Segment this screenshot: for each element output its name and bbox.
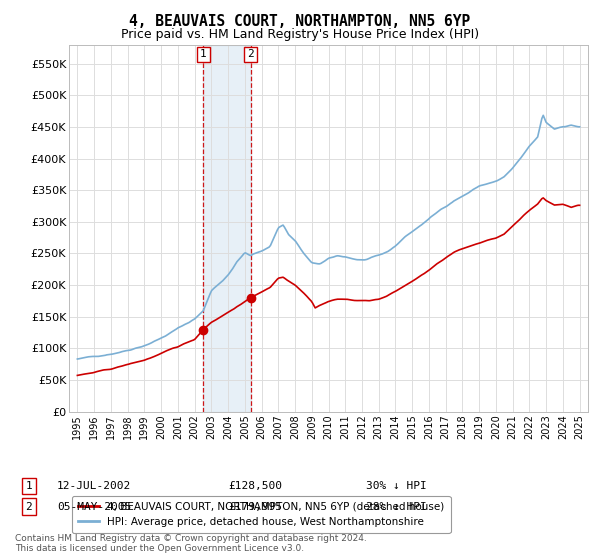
Text: 05-MAY-2005: 05-MAY-2005 xyxy=(57,502,131,512)
Text: 28% ↓ HPI: 28% ↓ HPI xyxy=(366,502,427,512)
Text: 2: 2 xyxy=(247,49,254,59)
Text: Price paid vs. HM Land Registry's House Price Index (HPI): Price paid vs. HM Land Registry's House … xyxy=(121,28,479,41)
Text: £128,500: £128,500 xyxy=(228,481,282,491)
Text: 4, BEAUVAIS COURT, NORTHAMPTON, NN5 6YP: 4, BEAUVAIS COURT, NORTHAMPTON, NN5 6YP xyxy=(130,14,470,29)
Text: 1: 1 xyxy=(25,481,32,491)
Text: 1: 1 xyxy=(200,49,207,59)
Bar xyxy=(203,45,251,412)
Text: 2: 2 xyxy=(25,502,32,512)
Text: 30% ↓ HPI: 30% ↓ HPI xyxy=(366,481,427,491)
Legend: 4, BEAUVAIS COURT, NORTHAMPTON, NN5 6YP (detached house), HPI: Average price, de: 4, BEAUVAIS COURT, NORTHAMPTON, NN5 6YP … xyxy=(71,496,451,533)
Text: 12-JUL-2002: 12-JUL-2002 xyxy=(57,481,131,491)
Text: £179,995: £179,995 xyxy=(228,502,282,512)
Text: Contains HM Land Registry data © Crown copyright and database right 2024.
This d: Contains HM Land Registry data © Crown c… xyxy=(15,534,367,553)
